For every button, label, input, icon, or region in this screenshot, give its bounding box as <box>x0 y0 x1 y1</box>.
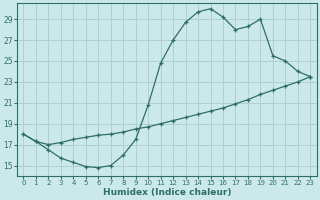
X-axis label: Humidex (Indice chaleur): Humidex (Indice chaleur) <box>103 188 231 197</box>
